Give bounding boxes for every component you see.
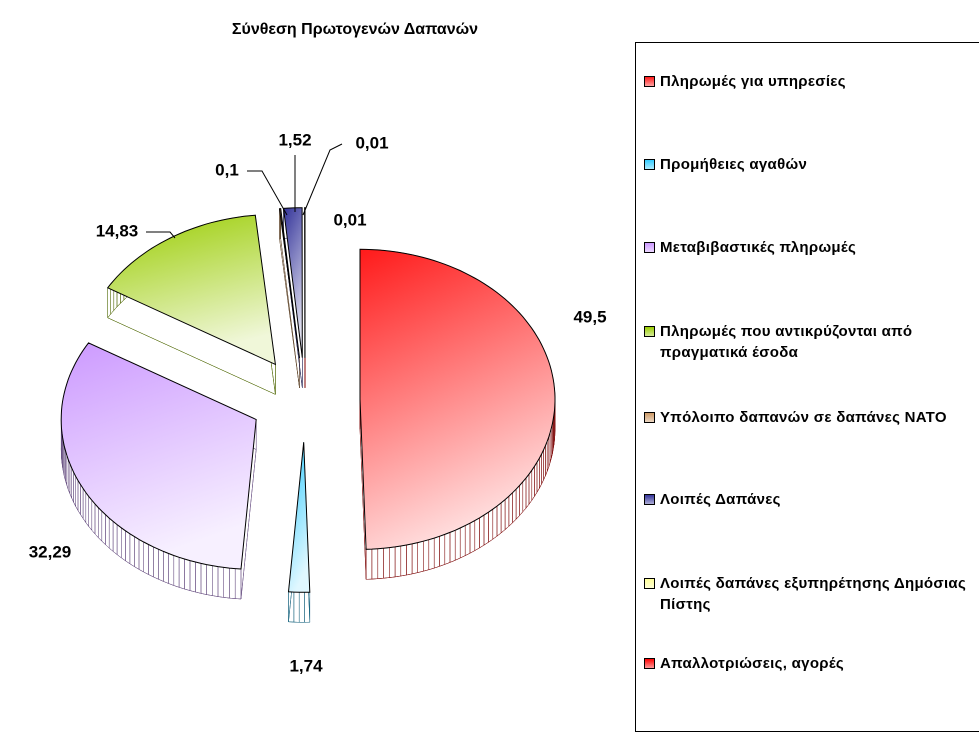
chart: Σύνθεση Πρωτογενών Δαπανών 49,5 1,74 32,29… <box>0 0 635 715</box>
chart-area: Σύνθεση Πρωτογενών Δαπανών 49,5 1,74 32,29… <box>0 0 979 715</box>
legend-swatch <box>644 326 655 337</box>
legend-label: Υπόλοιπο δαπανών σε δαπάνες ΝΑΤΟ <box>660 409 947 426</box>
legend-swatch <box>644 242 655 253</box>
legend-item: Λοιπές δαπάνες εξυπηρέτησης Δημόσιας Πίσ… <box>644 573 979 615</box>
data-label: 0,01 <box>355 133 388 152</box>
legend-swatch <box>644 494 655 505</box>
legend-item: Μεταβιβαστικές πληρωμές <box>644 237 979 258</box>
legend-item: Υπόλοιπο δαπανών σε δαπάνες ΝΑΤΟ <box>644 407 979 428</box>
legend-label: Μεταβιβαστικές πληρωμές <box>660 239 856 256</box>
leader-line <box>146 232 175 238</box>
legend-item: Πληρωμές για υπηρεσίες <box>644 71 979 92</box>
data-label: 32,29 <box>29 542 72 561</box>
data-label: 49,5 <box>573 307 606 326</box>
legend-swatch <box>644 658 655 669</box>
legend-swatch <box>644 412 655 423</box>
legend-label: Λοιπές Δαπάνες <box>660 491 781 508</box>
legend-item: Πληρωμές που αντικρύζονται από πραγματικ… <box>644 321 979 363</box>
legend-label: Πληρωμές για υπηρεσίες <box>660 73 846 90</box>
legend-label: Προμήθειες αγαθών <box>660 156 807 173</box>
data-label: 1,52 <box>278 130 311 149</box>
data-label: 1,74 <box>289 656 323 675</box>
legend-label: Απαλλοτριώσεις, αγορές <box>660 655 844 672</box>
legend-label: Πληρωμές που αντικρύζονται από πραγματικ… <box>660 323 912 361</box>
data-label: 0,1 <box>215 160 239 179</box>
legend-swatch <box>644 76 655 87</box>
legend-item: Απαλλοτριώσεις, αγορές <box>644 653 979 674</box>
legend-label: Λοιπές δαπάνες εξυπηρέτησης Δημόσιας Πίσ… <box>660 575 966 613</box>
legend-swatch <box>644 578 655 589</box>
legend: Πληρωμές για υπηρεσίες Προμήθειες αγαθών Μ… <box>635 42 979 732</box>
data-label: 14,83 <box>96 221 139 240</box>
slice <box>289 442 310 592</box>
chart-title: Σύνθεση Πρωτογενών Δαπανών <box>232 21 478 38</box>
legend-item: Λοιπές Δαπάνες <box>644 489 979 510</box>
data-label: 0,01 <box>333 210 366 229</box>
leader-line <box>303 144 342 215</box>
legend-swatch <box>644 159 655 170</box>
legend-item: Προμήθειες αγαθών <box>644 154 979 175</box>
slice <box>61 343 256 569</box>
